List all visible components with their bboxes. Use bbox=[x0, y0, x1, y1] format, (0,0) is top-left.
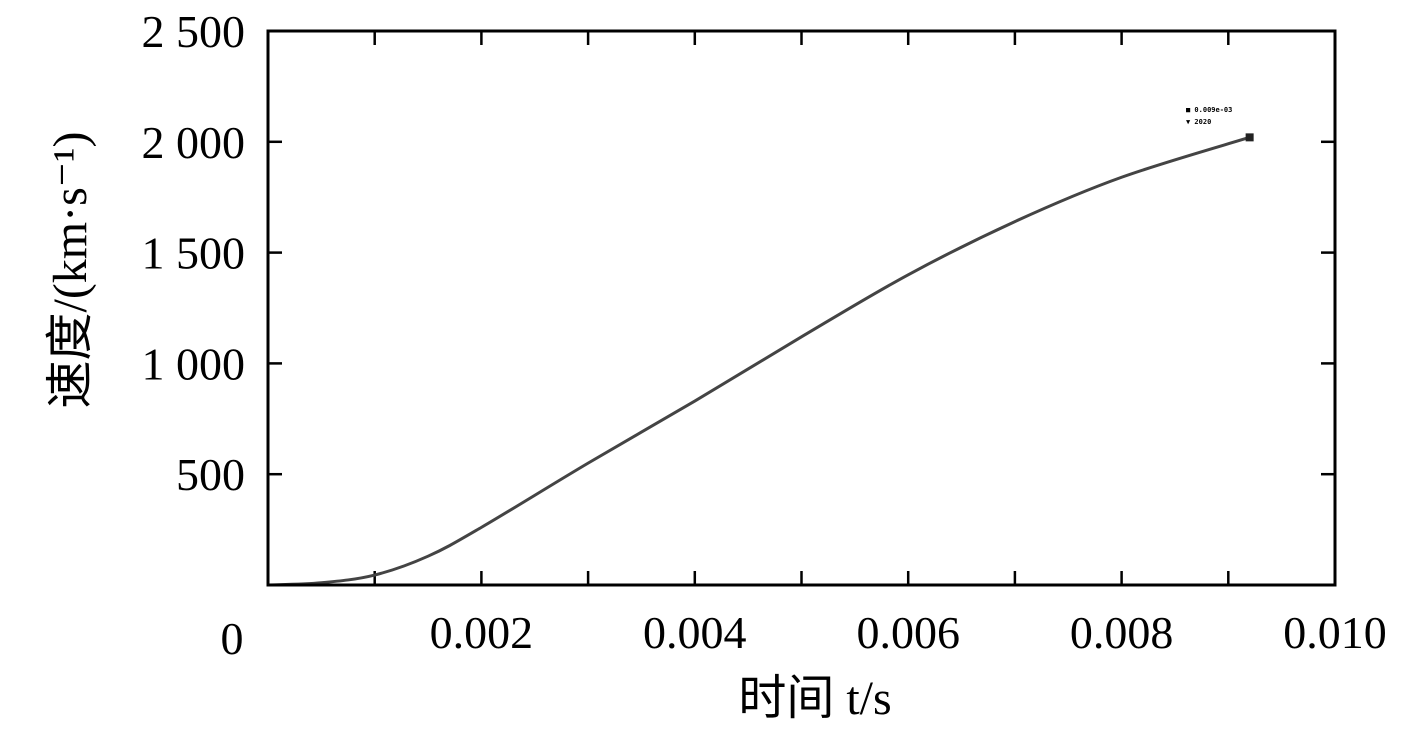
y-tick-label: 1 500 bbox=[142, 228, 246, 279]
series-end-marker bbox=[1245, 133, 1254, 142]
velocity-series-line bbox=[267, 135, 1251, 587]
x-tick-label: 0.002 bbox=[430, 607, 534, 658]
series-layer bbox=[267, 133, 1254, 587]
plot-frame bbox=[266, 29, 1337, 587]
y-axis-title: 速度/(km·s⁻¹) bbox=[44, 131, 97, 408]
annotation-line-2: ▼ 2020 bbox=[1186, 118, 1211, 126]
origin-label: 0 bbox=[221, 613, 244, 664]
x-tick-label: 0.010 bbox=[1283, 607, 1387, 658]
legend-annotation: ■ 0.009e-03 ▼ 2020 bbox=[1186, 106, 1232, 126]
y-tick-label: 500 bbox=[176, 449, 245, 500]
ticks-layer bbox=[268, 29, 1335, 585]
tick-labels-layer: 0.002 0.004 0.006 0.008 0.010 500 1 000 1 500 2 … bbox=[142, 6, 1387, 658]
x-tick-label: 0.004 bbox=[643, 607, 747, 658]
y-tick-label: 2 000 bbox=[142, 117, 246, 168]
annotation-line-1: ■ 0.009e-03 bbox=[1186, 106, 1232, 114]
x-axis-title: 时间 t/s bbox=[738, 672, 891, 725]
x-tick-label: 0.006 bbox=[856, 607, 960, 658]
y-tick-label: 2 500 bbox=[142, 6, 246, 57]
x-tick-label: 0.008 bbox=[1070, 607, 1174, 658]
y-tick-label: 1 000 bbox=[142, 338, 246, 389]
